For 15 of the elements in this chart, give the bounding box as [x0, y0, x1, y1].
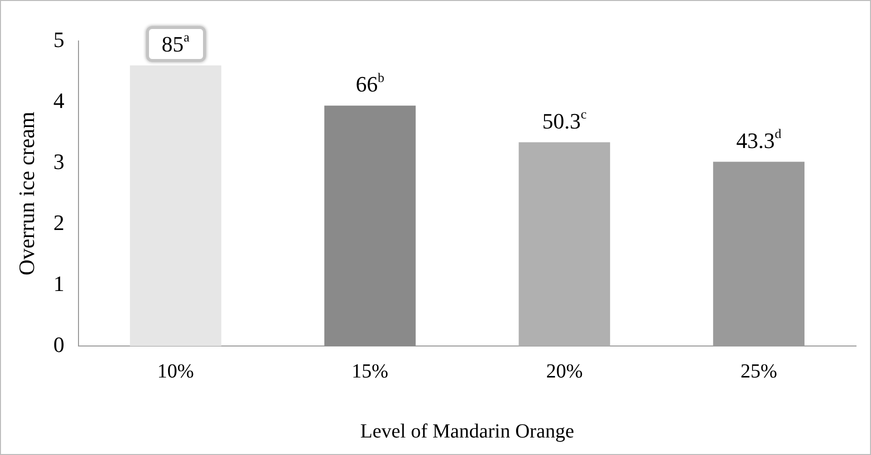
y-tick-label: 5: [53, 26, 64, 52]
x-tick-label: 10%: [157, 360, 194, 382]
y-tick-label: 0: [53, 332, 64, 357]
bar: [324, 106, 416, 346]
y-tick-label: 2: [53, 210, 64, 235]
y-tick-label: 1: [53, 270, 64, 296]
y-tick-label: 3: [53, 148, 64, 174]
x-tick-label: 25%: [740, 360, 778, 382]
bar: [130, 65, 222, 346]
y-tick-label: 4: [53, 88, 64, 113]
bar: [518, 142, 610, 346]
x-tick-label: 20%: [546, 360, 583, 382]
x-axis-title: Level of Mandarin Orange: [360, 420, 574, 442]
y-axis-title: Overrun ice cream: [14, 112, 39, 276]
x-tick-label: 15%: [352, 360, 388, 382]
